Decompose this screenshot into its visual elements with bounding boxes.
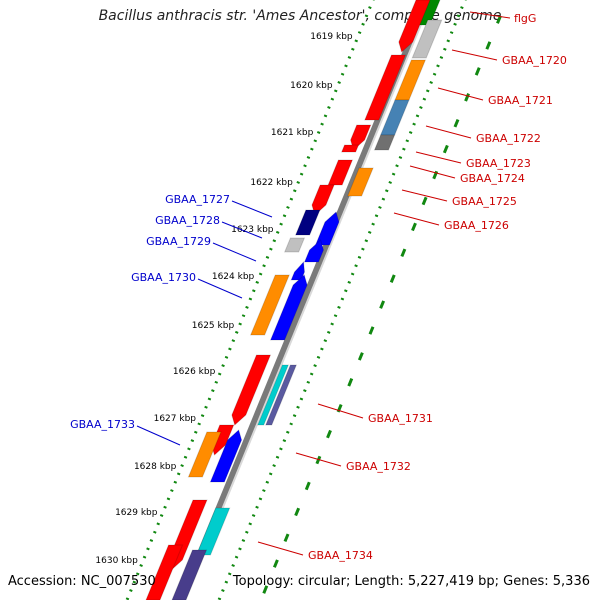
gene-1734b: [145, 544, 184, 600]
gene-1731: [231, 354, 272, 426]
gene-label-gbaa_1727: GBAA_1727: [165, 193, 230, 206]
tick-label: 1626 kbp: [173, 367, 216, 377]
leader-line: [257, 541, 304, 556]
gene-1720-gray: [411, 19, 443, 59]
gene-1735: [171, 549, 208, 600]
gene-label-gbaa_1728: GBAA_1728: [155, 214, 220, 227]
gene-1730: [269, 274, 308, 341]
gene-1731-purple: [265, 364, 298, 426]
gene-1722-red: [350, 124, 372, 151]
leader-line: [401, 189, 448, 202]
leader-line: [437, 87, 484, 101]
gene-1727: [294, 209, 321, 236]
tick-label: 1622 kbp: [250, 178, 293, 188]
guide-dots: [217, 0, 467, 600]
genome-summary: Topology: circular; Length: 5,227,419 bp…: [232, 574, 590, 589]
gene-1724: [327, 159, 354, 186]
gene-label-gbaa_1720: GBAA_1720: [502, 54, 567, 67]
gene-1719: [398, 0, 431, 53]
gene-1730-orange: [249, 274, 290, 336]
leader-line: [451, 49, 498, 61]
gene-label-gbaa_1722: GBAA_1722: [476, 132, 541, 145]
leader-line: [295, 452, 342, 467]
gene-label-gbaa_1730: GBAA_1730: [131, 271, 196, 284]
tick-label: 1630 kbp: [95, 556, 138, 566]
ruler-dots: [125, 0, 375, 600]
gene-1733: [209, 429, 243, 483]
gene-1720: [364, 54, 407, 121]
gene-label-gbaa_1732: GBAA_1732: [346, 460, 411, 473]
gene-label-gbaa_1733: GBAA_1733: [70, 418, 135, 431]
leader-line: [212, 242, 257, 262]
leader-line: [197, 278, 243, 299]
leader-line: [393, 212, 440, 226]
tick-label: 1621 kbp: [271, 128, 314, 138]
gene-1728: [283, 237, 306, 253]
tick-label: 1629 kbp: [115, 508, 158, 518]
leader-line: [415, 151, 462, 164]
leader-line: [136, 425, 181, 446]
tick-label: 1619 kbp: [310, 32, 353, 42]
tick-label: 1624 kbp: [212, 272, 255, 282]
gene-label-gbaa_1729: GBAA_1729: [146, 235, 211, 248]
gene-label-gbaa_1721: GBAA_1721: [488, 94, 553, 107]
gene-1729: [303, 239, 325, 263]
tick-label: 1620 kbp: [290, 81, 333, 91]
gene-label-gbaa_1731: GBAA_1731: [368, 412, 433, 425]
tick-label: 1623 kbp: [231, 225, 274, 235]
gene-1731-cyan: [257, 364, 290, 426]
gene-1725: [346, 167, 374, 197]
gene-label-gbaa_1725: GBAA_1725: [452, 195, 517, 208]
gene-1727b: [314, 211, 340, 246]
gene-label-gbaa_1726: GBAA_1726: [444, 219, 509, 232]
gene-label-gbaa_1723: GBAA_1723: [466, 157, 531, 170]
gene-label-flgg: flgG: [514, 12, 536, 25]
gene-1733-orange: [187, 431, 222, 478]
gene-1722: [373, 134, 396, 151]
leader-line: [469, 11, 511, 19]
leader-line: [409, 165, 456, 179]
leader-line: [221, 221, 263, 239]
tick-label: 1627 kbp: [154, 414, 197, 424]
gene-1729b: [290, 260, 305, 281]
map-title: Bacillus anthracis str. 'Ames Ancestor',…: [98, 8, 502, 24]
accession-label: Accession: NC_007530: [8, 574, 156, 589]
gene-label-gbaa_1734: GBAA_1734: [308, 549, 373, 562]
gene-1726: [311, 184, 335, 216]
gene-1734: [195, 507, 231, 556]
leader-line: [231, 200, 273, 218]
gene-1723: [340, 144, 360, 153]
gene-label-gbaa_1724: GBAA_1724: [460, 172, 525, 185]
leader-line: [425, 125, 472, 139]
tick-label: 1628 kbp: [134, 462, 177, 472]
leader-line: [317, 403, 364, 419]
tick-label: 1625 kbp: [192, 321, 235, 331]
backbone-highlight: [183, 0, 433, 600]
